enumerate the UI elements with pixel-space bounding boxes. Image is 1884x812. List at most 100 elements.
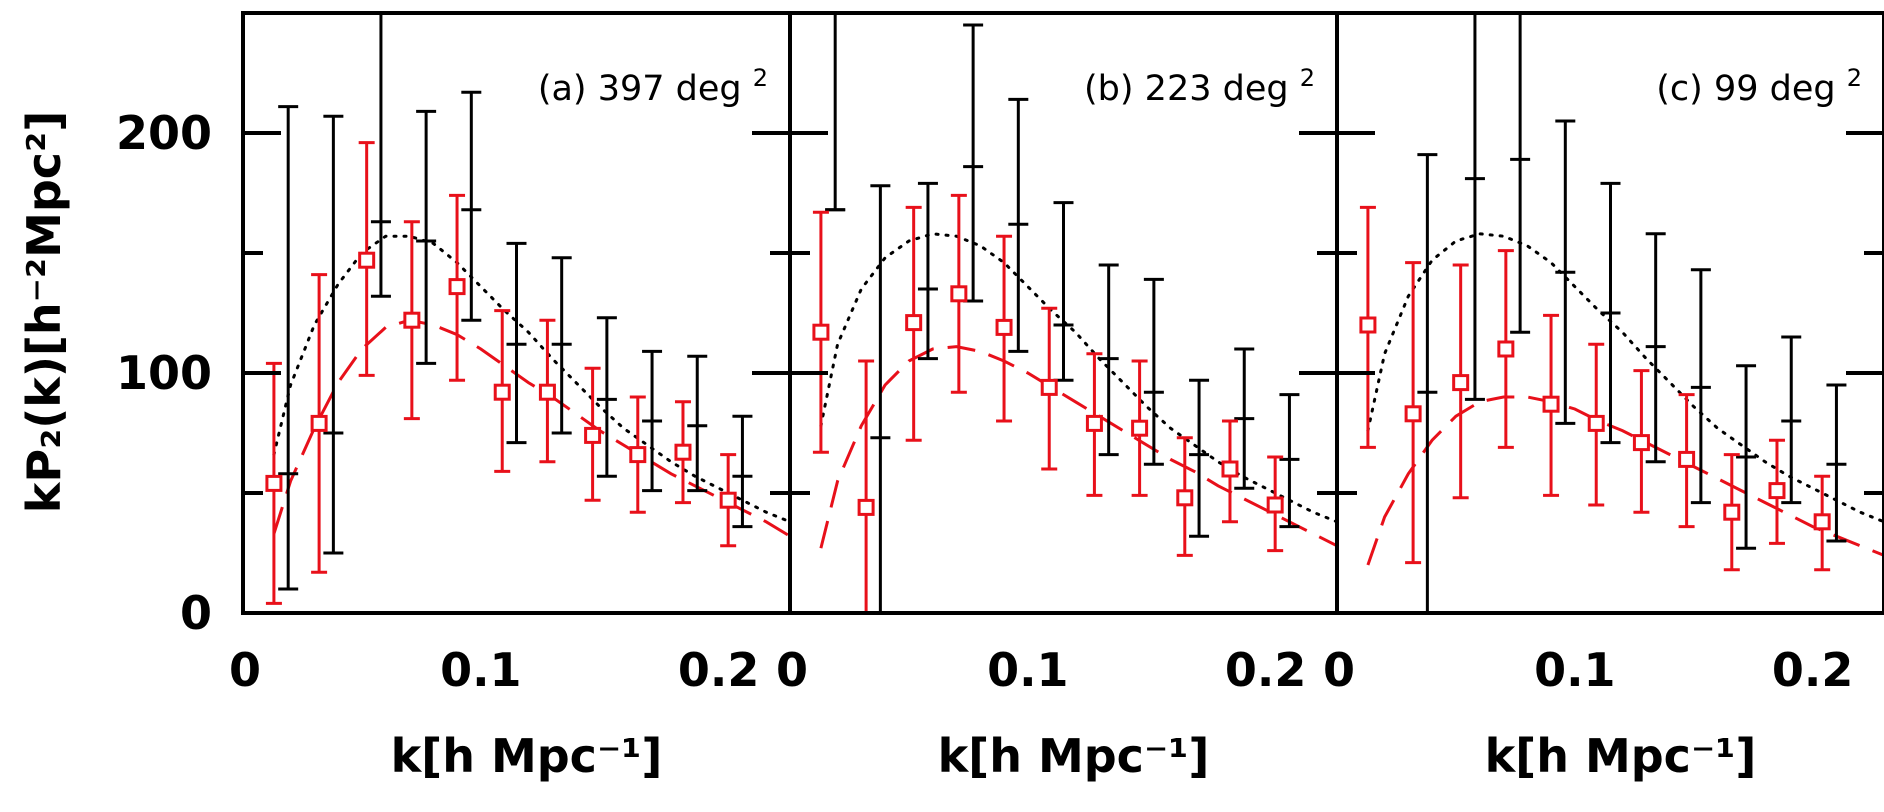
red-data-point: [1266, 455, 1284, 553]
black-data-point: [1826, 383, 1847, 543]
red-data-point: [1542, 313, 1560, 497]
red-square-marker: [1452, 374, 1470, 392]
y-tick-label: 0: [180, 586, 212, 640]
red-data-point: [1452, 263, 1470, 500]
black-data-point: [1417, 153, 1438, 613]
black-data-point: [1279, 393, 1300, 529]
black-data-point: [870, 184, 891, 613]
red-square-marker: [1359, 316, 1377, 334]
red-square-marker: [358, 251, 376, 269]
black-data-point: [1645, 232, 1666, 464]
red-data-point: [1587, 342, 1605, 507]
black-data-point: [1053, 201, 1074, 382]
red-data-point: [358, 141, 376, 377]
red-square-marker: [1768, 482, 1786, 500]
x-tick-label: 0.1: [440, 643, 522, 697]
black-data-point: [1189, 378, 1210, 538]
plot-area: [812, 13, 1337, 613]
red-square-marker: [538, 383, 556, 401]
red-data-point: [265, 361, 283, 605]
x-tick-label: 0: [776, 643, 808, 697]
red-data-point: [905, 205, 923, 442]
x-axis-title: k[h Mpc⁻¹]: [391, 729, 663, 783]
red-data-point: [629, 395, 647, 514]
black-data-point: [1234, 347, 1255, 490]
black-data-point: [1736, 364, 1757, 550]
dotted-model-line: [1366, 232, 1884, 524]
red-data-point: [1813, 474, 1831, 572]
red-square-marker: [1131, 419, 1149, 437]
black-data-point: [732, 414, 753, 529]
panel-label-text: (a) 397 deg: [538, 69, 753, 109]
x-axis-title: k[h Mpc⁻¹]: [1485, 729, 1757, 783]
red-square-marker: [1678, 450, 1696, 468]
black-data-point: [461, 90, 482, 322]
black-data-point: [370, 13, 391, 298]
red-square-marker: [493, 383, 511, 401]
red-square-marker: [1542, 395, 1560, 413]
red-data-point: [1497, 249, 1515, 449]
black-data-point: [1464, 13, 1485, 401]
panel-b: 0 0.1 0.2 k[h Mpc⁻¹] (b) 223 deg 2: [776, 11, 1339, 783]
black-data-point: [1555, 119, 1576, 425]
red-square-marker: [1176, 489, 1194, 507]
red-data-point: [1632, 369, 1650, 514]
panel-label: (b) 223 deg 2: [1084, 64, 1315, 109]
panel-label: (a) 397 deg 2: [538, 64, 768, 109]
red-data-point: [1176, 436, 1194, 557]
black-data-point: [1690, 268, 1711, 505]
panel-c: 0 0.1 0.2 k[h Mpc⁻¹] (c) 99 deg 2: [1323, 11, 1884, 783]
red-data-point: [995, 234, 1013, 423]
red-square-marker: [403, 311, 421, 329]
black-data-point: [278, 105, 299, 591]
plot-area: [265, 13, 790, 605]
red-square-marker: [265, 474, 283, 492]
red-square-marker: [1497, 340, 1515, 358]
x-tick-label: 0.1: [987, 643, 1069, 697]
red-square-marker: [1266, 496, 1284, 514]
black-data-point: [1143, 277, 1164, 466]
black-data-point: [596, 316, 617, 478]
red-square-marker: [1587, 414, 1605, 432]
black-data-point: [1781, 335, 1802, 505]
red-data-point: [403, 220, 421, 421]
red-data-point: [1768, 438, 1786, 545]
red-square-marker: [310, 414, 328, 432]
black-data-point: [963, 23, 984, 303]
red-data-point: [538, 318, 556, 464]
black-data-point: [1008, 97, 1029, 353]
dashed-model-line: [819, 345, 1337, 549]
x-tick-label: 0.2: [678, 643, 760, 697]
panel-label-exponent: 2: [1847, 64, 1862, 92]
dotted-model-line: [819, 232, 1337, 524]
red-data-point: [950, 193, 968, 394]
red-data-point: [1678, 393, 1696, 529]
red-data-point: [812, 210, 830, 454]
red-square-marker: [1040, 378, 1058, 396]
black-data-point: [917, 181, 938, 361]
dotted-model-line: [272, 234, 790, 524]
red-data-point: [310, 273, 328, 574]
red-data-point: [857, 359, 875, 613]
red-data-point: [448, 193, 466, 382]
black-data-point: [642, 349, 663, 493]
red-square-marker: [1221, 460, 1239, 478]
black-data-point: [1600, 181, 1621, 445]
red-data-point: [1723, 453, 1741, 572]
red-data-point: [719, 453, 737, 548]
red-square-marker: [905, 314, 923, 332]
panel-label-text: (b) 223 deg: [1084, 69, 1300, 109]
red-square-marker: [1813, 513, 1831, 531]
red-data-point: [674, 400, 692, 505]
red-data-point: [1131, 359, 1149, 497]
red-square-marker: [1632, 434, 1650, 452]
plot-area: [1359, 13, 1884, 613]
red-square-marker: [1085, 414, 1103, 432]
red-data-point: [1040, 306, 1058, 471]
x-tick-label: 0.2: [1772, 643, 1854, 697]
x-tick-label: 0: [229, 643, 261, 697]
panel-label-exponent: 2: [1300, 64, 1315, 92]
red-square-marker: [584, 426, 602, 444]
black-data-point: [323, 114, 344, 555]
